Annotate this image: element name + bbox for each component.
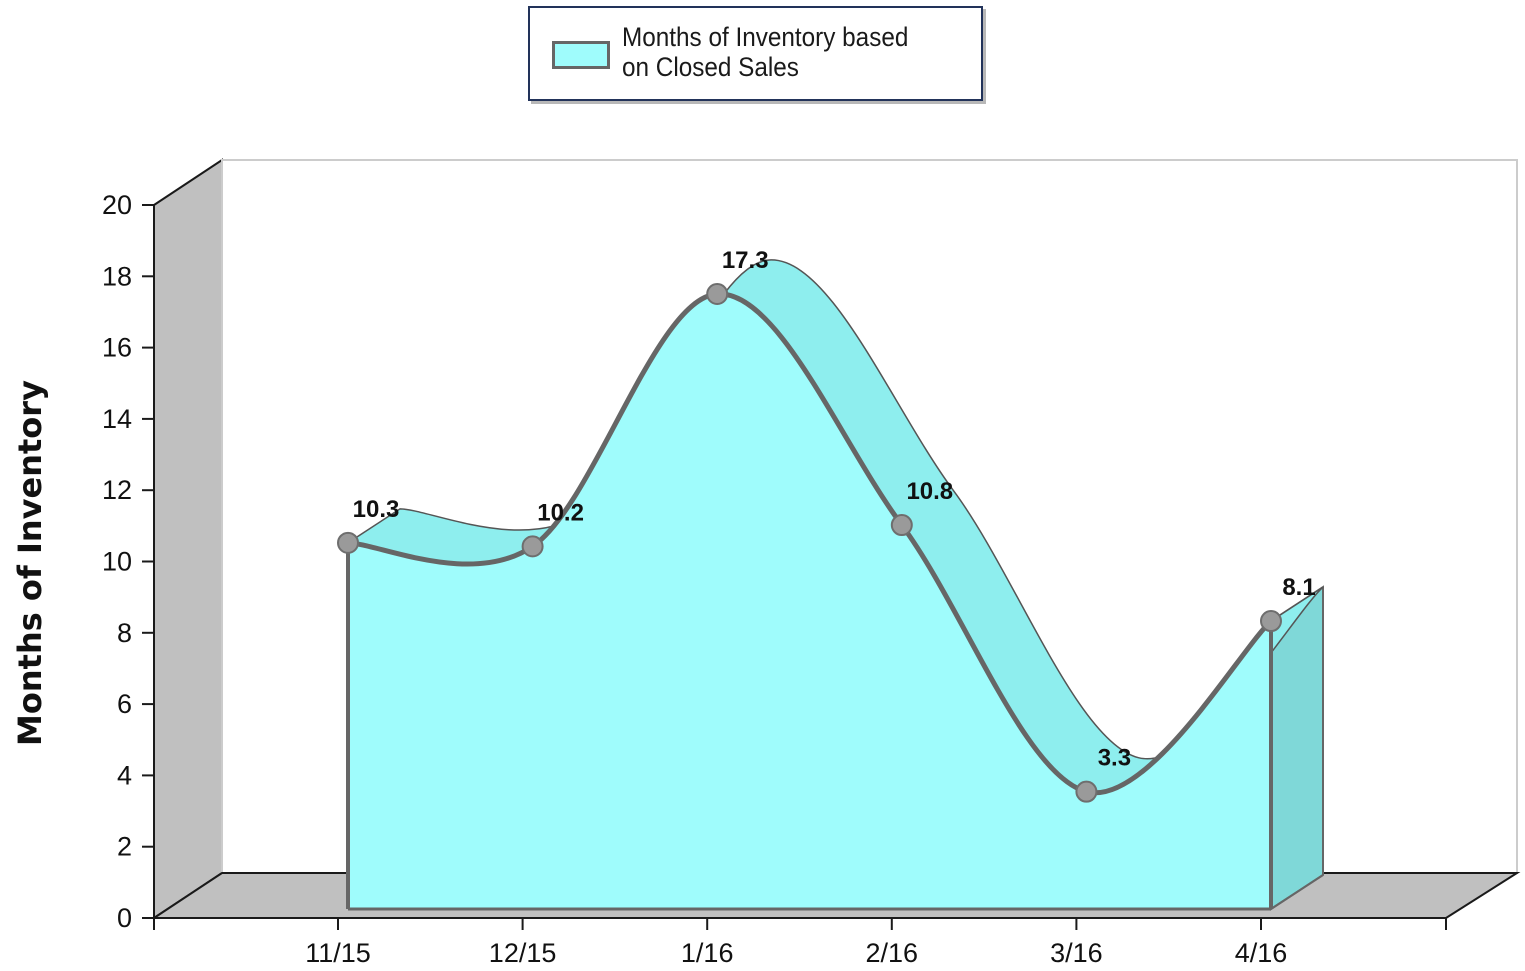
- data-label: 10.3: [353, 496, 400, 523]
- y-ticks: 0 2 4 6 8 10 12 14 16 18 20: [102, 190, 154, 933]
- x-tick-label: 3/16: [1050, 938, 1103, 968]
- data-label: 8.1: [1282, 574, 1315, 601]
- y-tick-label: 16: [102, 333, 132, 363]
- legend-swatch: [552, 41, 610, 69]
- x-ticks: 11/15 12/15 1/16 2/16 3/16 4/16: [153, 918, 1447, 968]
- x-tick-label: 2/16: [866, 938, 919, 968]
- area-bottom-side-edge: [1270, 874, 1324, 910]
- y-tick-label: 20: [102, 190, 132, 220]
- data-labels: 10.3 10.2 17.3 10.8 3.3 8.1: [353, 247, 1316, 772]
- x-tick-label: 12/15: [489, 938, 557, 968]
- data-point: [890, 514, 913, 537]
- data-label: 17.3: [722, 247, 769, 274]
- data-point: [1075, 780, 1098, 803]
- legend-label: Months of Inventory based on Closed Sale…: [622, 22, 909, 82]
- y-axis-label-text: Months of Inventory: [11, 380, 49, 746]
- left-wall: [153, 158, 223, 920]
- data-point: [521, 535, 544, 558]
- data-markers: [337, 282, 1282, 803]
- data-point: [337, 531, 359, 554]
- x-tick-label: 1/16: [681, 938, 734, 968]
- x-tick-label: 4/16: [1235, 938, 1288, 968]
- data-label: 10.2: [537, 499, 584, 526]
- x-tick-label: 11/15: [305, 938, 371, 968]
- y-tick-label: 18: [102, 261, 132, 291]
- y-tick-label: 12: [102, 475, 132, 505]
- y-tick-label: 10: [102, 547, 132, 577]
- y-tick-label: 14: [102, 404, 132, 434]
- y-tick-label: 8: [117, 618, 132, 648]
- y-tick-label: 2: [117, 832, 132, 862]
- y-tick-label: 0: [117, 903, 132, 933]
- data-label: 10.8: [906, 478, 953, 505]
- y-tick-label: 6: [117, 689, 132, 719]
- data-point: [1260, 610, 1282, 633]
- data-point: [706, 282, 729, 305]
- data-label: 3.3: [1098, 745, 1131, 772]
- legend: Months of Inventory based on Closed Sale…: [528, 6, 983, 101]
- y-tick-label: 4: [117, 760, 132, 790]
